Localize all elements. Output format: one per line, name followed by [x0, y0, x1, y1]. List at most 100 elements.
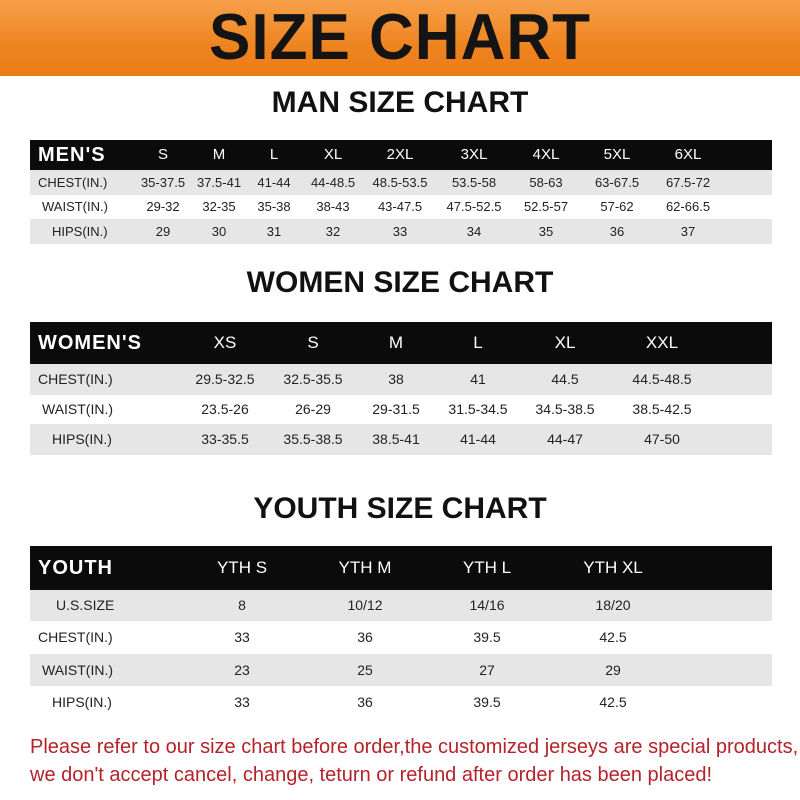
- size-header-cell: YTH S: [216, 558, 268, 577]
- measurement-value: 26-29: [295, 401, 331, 417]
- size-header-cell: XL: [554, 333, 576, 352]
- measurement-value: 32: [325, 224, 341, 239]
- measurement-value: 53.5-58: [451, 175, 497, 190]
- size-header-cell: S: [307, 333, 319, 352]
- measurement-value: 35-37.5: [140, 175, 186, 190]
- measurement-value: 34.5-38.5: [535, 401, 595, 417]
- measurement-value: 29.5-32.5: [195, 371, 255, 387]
- measurement-value: 33: [234, 629, 250, 645]
- measurement-value: 42.5: [599, 629, 627, 645]
- measurement-value: 44.5: [551, 371, 579, 387]
- table-title-cell: WOMEN'S: [38, 332, 142, 354]
- measurement-value: 33: [392, 224, 408, 239]
- table-row: CHEST(IN.) 35-37.5 37.5-41 41-44 44-48.5 48.5…: [30, 170, 772, 195]
- women-section-title: WOMEN SIZE CHART: [246, 266, 554, 299]
- table-header-row: YOUTH YTH S YTH M YTH L YTH XL: [30, 546, 772, 590]
- measurement-value: 32.5-35.5: [283, 371, 343, 387]
- table-row: WAIST(IN.) 29-32 32-35 35-38 38-43 43-47.5 47.…: [30, 195, 772, 219]
- size-header-cell: YTH L: [462, 558, 512, 577]
- table-row: HIPS(IN.) 29 30 31 32 33 34 35 36 37: [30, 219, 772, 244]
- size-header-cell: YTH M: [338, 558, 392, 577]
- measurement-label: WAIST(IN.): [42, 199, 108, 214]
- measurement-value: 35.5-38.5: [283, 431, 343, 447]
- size-header-cell: 6XL: [674, 146, 702, 163]
- measurement-value: 29-32: [146, 199, 180, 214]
- banner: SIZE CHART: [0, 0, 800, 76]
- men-section-title: MAN SIZE CHART: [271, 86, 529, 119]
- size-header-cell: L: [473, 333, 483, 352]
- youth-size-table: YOUTH YTH S YTH M YTH L YTH XL U.S.SIZE 8 10/12…: [30, 546, 772, 718]
- measurement-value: 37.5-41: [196, 175, 242, 190]
- measurement-value: 36: [357, 629, 373, 645]
- measurement-label: HIPS(IN.): [52, 224, 108, 239]
- men-size-table: MEN'S S M L XL 2XL 3XL 4XL 5XL 6XL CHEST(IN.) 35-37…: [30, 140, 772, 244]
- measurement-label: CHEST(IN.): [38, 629, 113, 645]
- measurement-value: 8: [238, 597, 246, 613]
- size-header-cell: XXL: [645, 333, 679, 352]
- size-header-cell: L: [269, 146, 279, 163]
- measurement-value: 37: [680, 224, 696, 239]
- measurement-value: 62-66.5: [665, 199, 711, 214]
- size-header-cell: 4XL: [532, 146, 560, 163]
- measurement-value: 32-35: [202, 199, 236, 214]
- measurement-value: 48.5-53.5: [372, 175, 428, 190]
- table-header-row: WOMEN'S XS S M L XL XXL: [30, 322, 772, 364]
- measurement-value: 67.5-72: [665, 175, 711, 190]
- measurement-value: 57-62: [600, 199, 634, 214]
- measurement-value: 44-47: [547, 431, 583, 447]
- measurement-value: 38-43: [316, 199, 350, 214]
- measurement-value: 38.5-42.5: [632, 401, 692, 417]
- measurement-value: 30: [211, 224, 227, 239]
- measurement-value: 25: [357, 662, 373, 678]
- note-line-1: Please refer to our size chart before or…: [30, 736, 799, 758]
- measurement-value: 34: [466, 224, 482, 239]
- measurement-value: 42.5: [599, 694, 627, 710]
- table-title-cell: YOUTH: [38, 557, 113, 579]
- measurement-label: CHEST(IN.): [38, 175, 108, 190]
- measurement-value: 47-50: [644, 431, 680, 447]
- table-row: U.S.SIZE 8 10/12 14/16 18/20: [30, 590, 772, 621]
- size-header-cell: 5XL: [603, 146, 631, 163]
- measurement-value: 63-67.5: [594, 175, 640, 190]
- size-header-cell: M: [212, 146, 226, 163]
- measurement-value: 41: [470, 371, 486, 387]
- measurement-value: 18/20: [595, 597, 631, 613]
- size-header-cell: 2XL: [386, 146, 414, 163]
- measurement-label: HIPS(IN.): [52, 431, 112, 447]
- banner-title: SIZE CHART: [209, 1, 591, 74]
- measurement-value: 31: [266, 224, 282, 239]
- measurement-value: 27: [479, 662, 495, 678]
- measurement-label: HIPS(IN.): [52, 694, 112, 710]
- measurement-value: 10/12: [347, 597, 383, 613]
- measurement-value: 31.5-34.5: [448, 401, 508, 417]
- measurement-value: 41-44: [257, 175, 291, 190]
- measurement-value: 39.5: [473, 694, 501, 710]
- size-header-cell: 3XL: [460, 146, 488, 163]
- measurement-label: U.S.SIZE: [56, 597, 115, 613]
- measurement-label: WAIST(IN.): [42, 662, 114, 678]
- measurement-value: 29: [605, 662, 621, 678]
- measurement-value: 29: [155, 224, 171, 239]
- measurement-value: 36: [609, 224, 625, 239]
- youth-section-title: YOUTH SIZE CHART: [253, 492, 547, 525]
- size-header-cell: YTH XL: [583, 558, 643, 577]
- measurement-value: 23.5-26: [201, 401, 249, 417]
- size-header-cell: S: [157, 146, 169, 163]
- table-header-row: MEN'S S M L XL 2XL 3XL 4XL 5XL 6XL: [30, 140, 772, 170]
- size-header-cell: XL: [323, 146, 343, 163]
- measurement-value: 58-63: [529, 175, 563, 190]
- measurement-value: 36: [357, 694, 373, 710]
- measurement-value: 35: [538, 224, 554, 239]
- measurement-value: 44.5-48.5: [632, 371, 692, 387]
- measurement-value: 41-44: [460, 431, 496, 447]
- size-header-cell: M: [388, 333, 404, 352]
- measurement-label: CHEST(IN.): [38, 371, 113, 387]
- table-row: WAIST(IN.) 23 25 27 29: [30, 654, 772, 686]
- table-row: WAIST(IN.) 23.5-26 26-29 29-31.5 31.5-34.5 34…: [30, 395, 772, 424]
- measurement-value: 33-35.5: [201, 431, 249, 447]
- measurement-value: 44-48.5: [310, 175, 356, 190]
- size-header-cell: XS: [213, 333, 237, 352]
- table-title-cell: MEN'S: [38, 144, 106, 166]
- measurement-value: 29-31.5: [372, 401, 420, 417]
- measurement-value: 14/16: [469, 597, 505, 613]
